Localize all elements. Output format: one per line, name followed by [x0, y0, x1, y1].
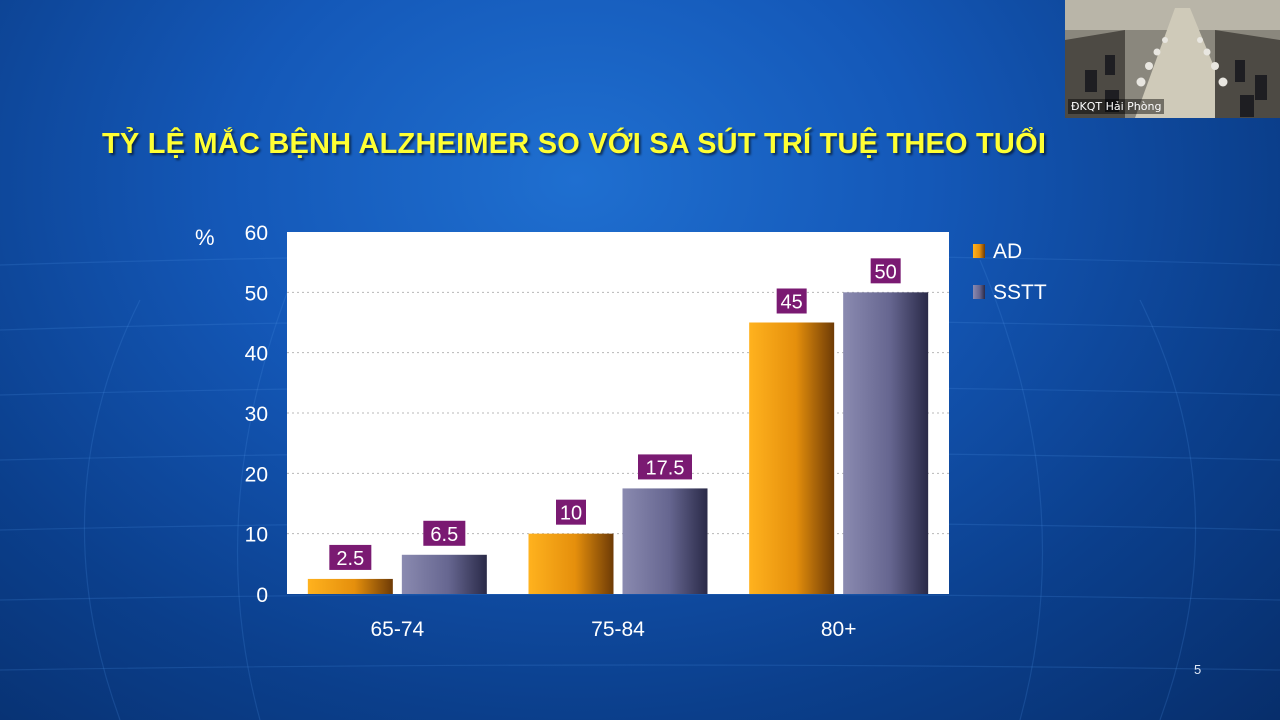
x-tick-label: 65-74: [370, 618, 424, 641]
bar-sstt-65-74: [401, 554, 487, 594]
y-axis-ticks: 0 10 20 30 40 50 60: [245, 222, 268, 607]
legend-label-sstt: SSTT: [993, 281, 1047, 304]
y-tick-label: 30: [245, 403, 268, 426]
data-label: 17.5: [646, 457, 685, 479]
data-label-box: [556, 499, 586, 525]
y-tick-label: 50: [245, 282, 268, 305]
legend-swatch-sstt: [973, 285, 985, 299]
slide-title: TỶ LỆ MẮC BỆNH ALZHEIMER SO VỚI SA SÚT T…: [102, 128, 1047, 160]
y-tick-label: 0: [256, 584, 268, 607]
y-tick-label: 60: [245, 222, 268, 245]
bar-ad-80+: [749, 322, 835, 594]
bar-ad-65-74: [307, 578, 393, 594]
x-axis-ticks: 65-74 75-84 80+: [370, 618, 856, 641]
data-label: 50: [875, 261, 897, 283]
data-label: 2.5: [336, 548, 364, 570]
participant-label: ĐKQT Hải Phòng: [1068, 99, 1165, 114]
x-tick-label: 75-84: [591, 618, 645, 641]
bar-sstt-75-84: [622, 488, 708, 594]
data-label-box: [776, 288, 807, 314]
video-thumbnail[interactable]: ĐKQT Hải Phòng: [1065, 0, 1280, 118]
legend-label-ad: AD: [993, 240, 1022, 263]
data-label-box: [423, 520, 466, 546]
gridlines: [287, 291, 949, 535]
bars: 2.5 6.5 10 17.5 45 50: [307, 258, 929, 594]
bar-ad-75-84: [528, 533, 614, 594]
page-number: 5: [1194, 662, 1202, 677]
y-tick-label: 20: [245, 463, 268, 486]
data-label-box: [638, 454, 692, 480]
bar-sstt-80+: [843, 292, 929, 594]
data-label: 45: [781, 292, 803, 314]
data-label-box: [329, 544, 372, 570]
legend: AD SSTT: [973, 240, 1047, 304]
y-axis-label: %: [195, 225, 215, 250]
legend-swatch-ad: [973, 244, 985, 258]
y-tick-label: 10: [245, 524, 268, 547]
y-tick-label: 40: [245, 343, 268, 366]
data-label-box: [870, 258, 901, 284]
data-label: 6.5: [430, 524, 458, 546]
conference-room-image: [1065, 0, 1280, 118]
x-tick-label: 80+: [821, 618, 857, 641]
data-label: 10: [560, 503, 582, 525]
